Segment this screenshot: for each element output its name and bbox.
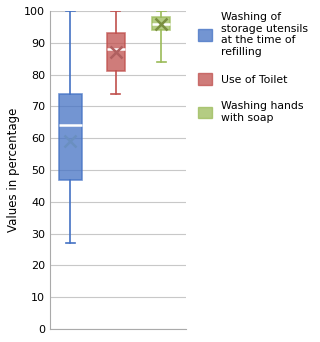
- Legend: Washing of
storage utensils
at the time of
refilling, Use of Toilet, Washing han: Washing of storage utensils at the time …: [196, 10, 310, 125]
- Y-axis label: Values in percentage: Values in percentage: [7, 108, 20, 232]
- Bar: [152, 17, 170, 30]
- Bar: [59, 94, 82, 180]
- Bar: [107, 33, 125, 71]
